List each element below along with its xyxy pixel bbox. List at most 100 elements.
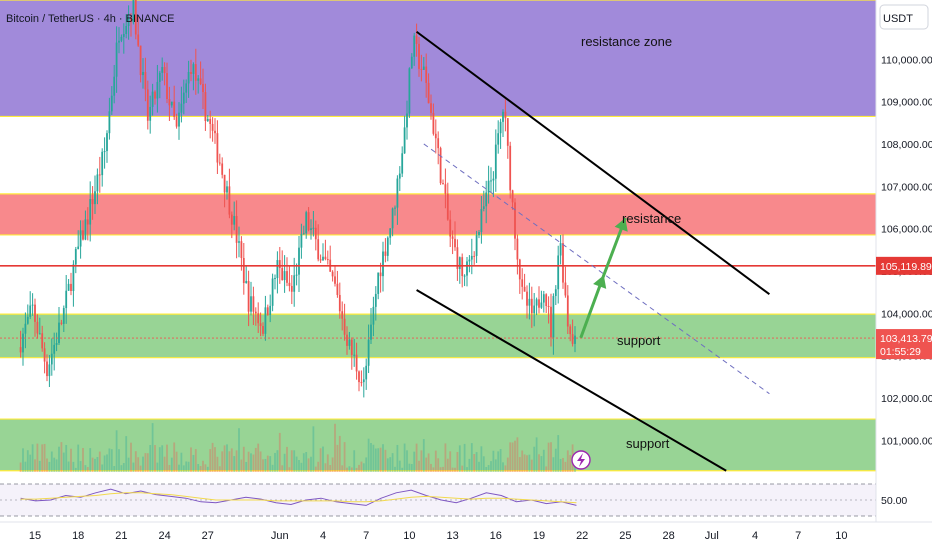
volume-bar xyxy=(550,442,552,472)
volume-bar xyxy=(146,453,149,472)
volume-bar xyxy=(382,444,384,472)
candle-body xyxy=(108,111,111,134)
volume-bar xyxy=(94,458,96,472)
volume-bar xyxy=(528,454,531,472)
volume-bar xyxy=(334,423,336,472)
volume-bar xyxy=(367,438,370,472)
volume-bar xyxy=(355,467,358,472)
candle-body xyxy=(228,186,231,215)
candle-body xyxy=(300,233,303,248)
candle-body xyxy=(58,322,60,344)
volume-bar xyxy=(463,443,466,472)
volume-bar xyxy=(245,461,248,472)
candle-body xyxy=(24,323,27,334)
candle-body xyxy=(252,296,255,312)
candle-body xyxy=(322,256,324,261)
volume-bar xyxy=(163,456,166,472)
candle-body xyxy=(60,322,63,324)
volume-bar xyxy=(115,430,118,472)
candle-body xyxy=(158,72,161,82)
candle-body xyxy=(559,243,562,256)
volume-bar xyxy=(322,446,324,472)
channel-upper-line xyxy=(416,30,770,296)
volume-bar xyxy=(50,451,53,472)
price-tick-label: 101,000.00 xyxy=(881,435,932,447)
time-axis-background xyxy=(0,522,932,550)
volume-bar xyxy=(175,451,178,472)
volume-bar xyxy=(228,451,231,472)
lightning-icon[interactable] xyxy=(571,450,591,470)
volume-bar xyxy=(362,463,365,472)
candle-body xyxy=(312,227,315,229)
candle-body xyxy=(101,151,104,176)
candle-body xyxy=(324,256,327,260)
volume-bar xyxy=(341,465,344,472)
candle-body xyxy=(482,206,485,210)
candle-body xyxy=(235,216,238,243)
volume-bar xyxy=(48,461,51,472)
projection-arrow-head-2 xyxy=(614,218,628,232)
volume-bar xyxy=(211,442,214,472)
volume-bar xyxy=(278,432,281,472)
volume-bar xyxy=(142,456,144,472)
volume-bar xyxy=(194,449,197,472)
candle-body xyxy=(564,282,567,296)
volume-bar xyxy=(490,461,492,472)
volume-bar xyxy=(67,461,70,472)
candle-body xyxy=(204,92,207,122)
candle-body xyxy=(206,118,209,122)
volume-bar xyxy=(91,457,94,472)
candle-body xyxy=(240,241,243,259)
candle-body xyxy=(398,173,401,179)
currency-button[interactable]: USDT xyxy=(879,4,929,30)
candle-body xyxy=(262,325,264,334)
volume-bar xyxy=(173,442,176,472)
volume-bar xyxy=(170,457,173,472)
volume-bar xyxy=(166,444,168,472)
candle-body xyxy=(202,84,204,93)
candle-body xyxy=(173,101,176,117)
candle-body xyxy=(274,278,276,280)
candle-body xyxy=(283,271,286,281)
volume-bar xyxy=(482,456,485,472)
candle-body xyxy=(511,190,514,203)
volume-bar xyxy=(374,448,377,472)
candle-body xyxy=(175,116,178,127)
candle-body xyxy=(214,130,216,134)
volume-bar xyxy=(518,457,521,472)
volume-bar xyxy=(168,464,171,472)
time-axis[interactable]: 15 18 21 24 27 Jun 4 7 10 13 16 19 22 25 28 Jul 4 7 10 xyxy=(0,521,932,550)
volume-bar xyxy=(422,439,425,472)
volume-bar xyxy=(286,446,288,472)
volume-bar xyxy=(108,448,111,472)
candle-body xyxy=(432,112,435,134)
candle-body xyxy=(338,294,341,312)
volume-bar xyxy=(384,449,387,472)
volume-bar xyxy=(350,467,353,472)
rsi-ma-line xyxy=(20,492,577,504)
time-tick-label: 21 xyxy=(115,530,127,542)
volume-bar xyxy=(60,442,63,472)
price-axis[interactable]: 101,000.00102,000.00103,000.00104,000.00… xyxy=(875,0,932,550)
candle-body xyxy=(242,258,245,284)
candle-body xyxy=(120,36,123,41)
volume-bar xyxy=(266,455,269,472)
candle-body xyxy=(178,112,180,127)
zone-resistance xyxy=(0,193,876,235)
candle-body xyxy=(492,178,495,181)
volume-bar xyxy=(461,465,464,472)
volume-bar xyxy=(396,444,399,472)
volume-bar xyxy=(324,463,327,472)
candle-body xyxy=(115,42,118,77)
time-tick-label: 16 xyxy=(490,530,502,542)
candle-body xyxy=(343,318,346,335)
volume-bar xyxy=(31,444,34,472)
volume-bar xyxy=(230,448,233,472)
volume-bar xyxy=(274,452,276,472)
candle-body xyxy=(192,64,195,74)
candle-body xyxy=(139,45,142,76)
candle-body xyxy=(22,333,24,353)
volume-bar xyxy=(74,467,77,472)
volume-bar xyxy=(514,440,516,472)
candle-body xyxy=(509,145,512,191)
